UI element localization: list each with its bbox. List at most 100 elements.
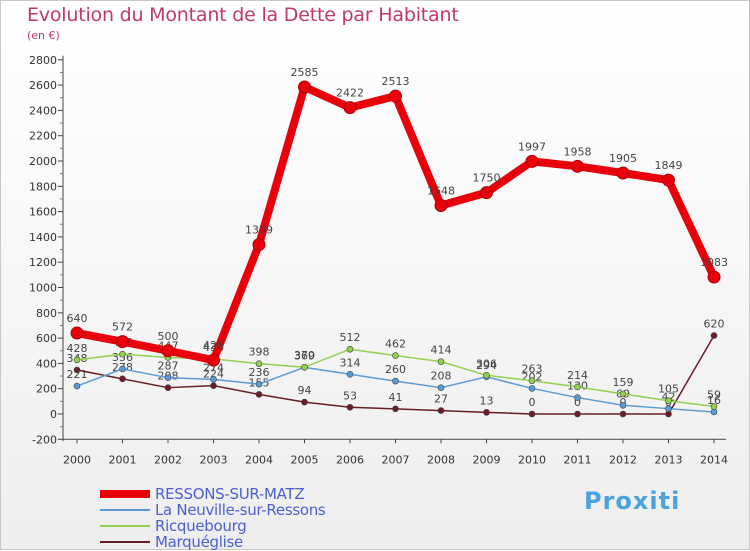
data-point [437,358,445,365]
x-tick-label: 2002 [154,453,182,466]
data-point [525,154,539,168]
data-point [116,335,129,349]
legend-label-ricquebourg: Ricquebourg [155,517,247,535]
data-point [619,410,627,418]
data-point [255,380,263,388]
data-point [119,365,126,373]
proxiti-logo: Proxiti [584,487,680,515]
data-label: 620 [704,318,725,331]
y-tick-label: 2400 [29,104,57,117]
data-label: 1997 [518,140,546,153]
data-label: 512 [340,331,361,344]
legend-swatch-ricquebourg [100,525,150,527]
data-point [164,374,172,381]
data-point [392,405,399,413]
data-label: 1905 [609,152,637,165]
data-label: 224 [203,368,224,381]
x-tick-label: 2006 [336,453,364,466]
legend-label-ressons: RESSONS-SUR-MATZ [155,485,305,503]
y-tick-label: 600 [36,332,57,345]
chart-title: Evolution du Montant de la Dette par Hab… [27,4,459,26]
data-label: 2585 [291,66,319,79]
x-tick-label: 2013 [655,453,683,466]
data-point [437,384,445,391]
x-tick-label: 2010 [518,453,546,466]
y-tick-label: 2600 [29,79,57,92]
y-tick-label: 800 [36,307,57,320]
data-label: 500 [158,330,179,343]
data-point [710,408,718,416]
data-point [73,356,81,364]
x-tick-label: 2005 [291,453,319,466]
data-point [161,344,175,358]
data-label: 640 [67,312,88,325]
data-point [665,397,672,405]
y-tick-label: 0 [50,408,57,421]
data-label: 0 [529,396,536,409]
legend-item-marqueglise: Marquéglise [100,533,360,551]
data-label: 1339 [245,224,273,237]
legend-label-la-neuville: La Neuville-sur-Ressons [155,501,326,519]
data-point [619,390,627,398]
series-line [73,82,718,365]
data-label: 27 [434,393,448,406]
data-point [392,377,399,385]
data-label: 260 [385,363,406,376]
data-point [528,410,536,418]
data-point [480,186,493,200]
y-tick-label: 1200 [29,256,57,269]
data-point [255,360,263,367]
data-label: 398 [249,346,270,359]
data-label: 159 [613,376,634,389]
x-tick-label: 2012 [609,453,637,466]
data-point [119,375,126,383]
data-label: 105 [658,383,679,396]
data-label: 2422 [336,87,364,100]
y-tick-label: 400 [36,357,57,370]
data-label: 16 [707,394,721,407]
data-point [73,382,81,390]
legend-item-ressons: RESSONS-SUR-MATZ [100,485,360,503]
x-tick-label: 2014 [700,453,728,466]
data-point [70,326,84,340]
data-point [710,332,718,339]
data-label: 2513 [382,75,410,88]
y-tick-label: 2000 [29,155,57,168]
data-label: 221 [67,368,88,381]
data-point [707,270,721,284]
data-label: 294 [476,359,497,372]
data-label: 428 [67,342,88,355]
legend-item-ricquebourg: Ricquebourg [100,517,360,535]
x-tick-label: 2003 [200,453,228,466]
data-point [346,345,354,353]
data-label: 369 [294,349,315,362]
x-tick-label: 2009 [473,453,501,466]
x-tick-label: 2000 [63,453,91,466]
data-point [483,371,490,379]
data-point [119,350,126,358]
data-point [434,199,448,213]
data-label: 41 [389,391,403,404]
data-point [619,401,627,409]
y-tick-label: 1600 [29,206,57,219]
data-label: 1648 [427,185,455,198]
data-point [437,407,445,414]
data-label: 1750 [473,172,501,185]
data-label: 287 [158,360,179,373]
data-point [389,89,402,103]
x-tick-label: 2001 [109,453,137,466]
data-label: 236 [249,366,270,379]
data-point [574,394,581,401]
x-tick-label: 2007 [382,453,410,466]
data-point [710,403,718,410]
data-point [662,173,675,187]
y-tick-label: 1800 [29,180,57,193]
data-point [528,377,536,385]
legend-swatch-marqueglise [100,541,150,543]
data-point [392,352,399,359]
data-label: 414 [431,344,452,357]
data-point [301,398,308,406]
data-label: 426 [203,339,224,352]
data-label: 1849 [655,159,683,172]
